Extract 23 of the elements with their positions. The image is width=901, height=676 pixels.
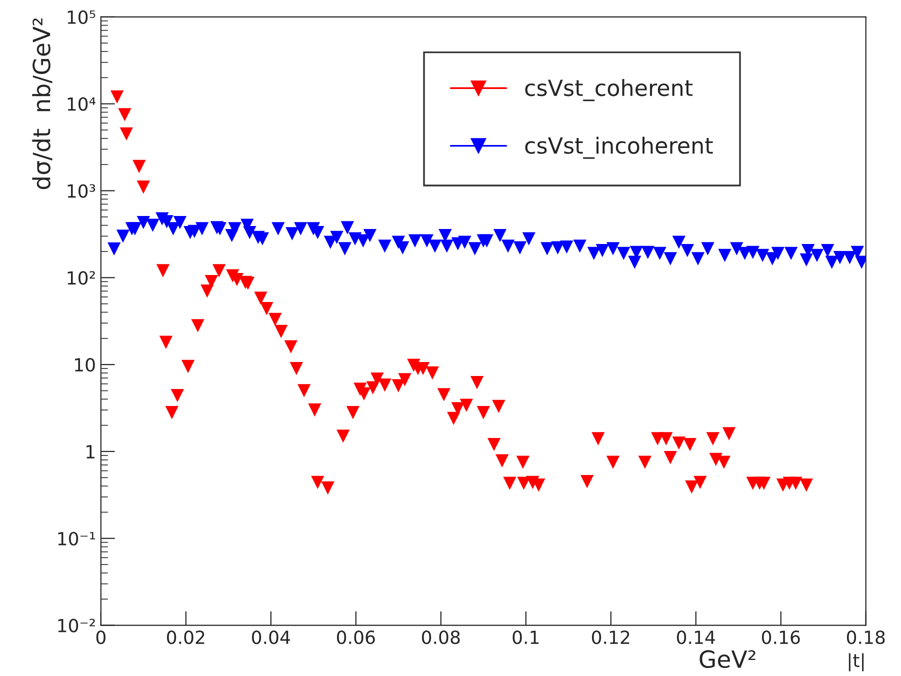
x-tick-label: 0.08 — [422, 630, 460, 644]
x-tick-label: 0.1 — [512, 630, 539, 644]
y-tick-label: 1 — [86, 445, 94, 458]
x-tick-label: 0.12 — [592, 630, 630, 644]
x-tick-label: 0.18 — [846, 630, 885, 644]
text: GeV² — [700, 650, 756, 668]
x-tick-label: 0.16 — [762, 630, 800, 644]
y-tick-label: 10⁵ — [68, 10, 96, 24]
y-tick-label: 10³ — [68, 184, 96, 198]
x-tick-label: 0 — [96, 630, 106, 644]
legend-label: csVst_coherent — [525, 79, 693, 102]
x-tick-label: 0.14 — [676, 630, 715, 644]
x-tick-label: 0.06 — [336, 630, 375, 644]
legend-label: csVst_incoherent — [525, 136, 713, 159]
y-axis-title: dσ/dt nb/GeV² — [32, 18, 52, 190]
y-tick-label: 10⁻¹ — [58, 532, 96, 546]
x-axis-title: |t| — [848, 653, 864, 672]
y-tick-label: 10⁻² — [58, 618, 95, 632]
x-tick-label: 0.02 — [166, 630, 204, 644]
y-tick-label: 10² — [68, 271, 95, 285]
x-tick-label: 0.04 — [252, 630, 290, 644]
y-tick-label: 10⁴ — [68, 97, 96, 111]
y-tick-label: 10 — [75, 358, 95, 372]
